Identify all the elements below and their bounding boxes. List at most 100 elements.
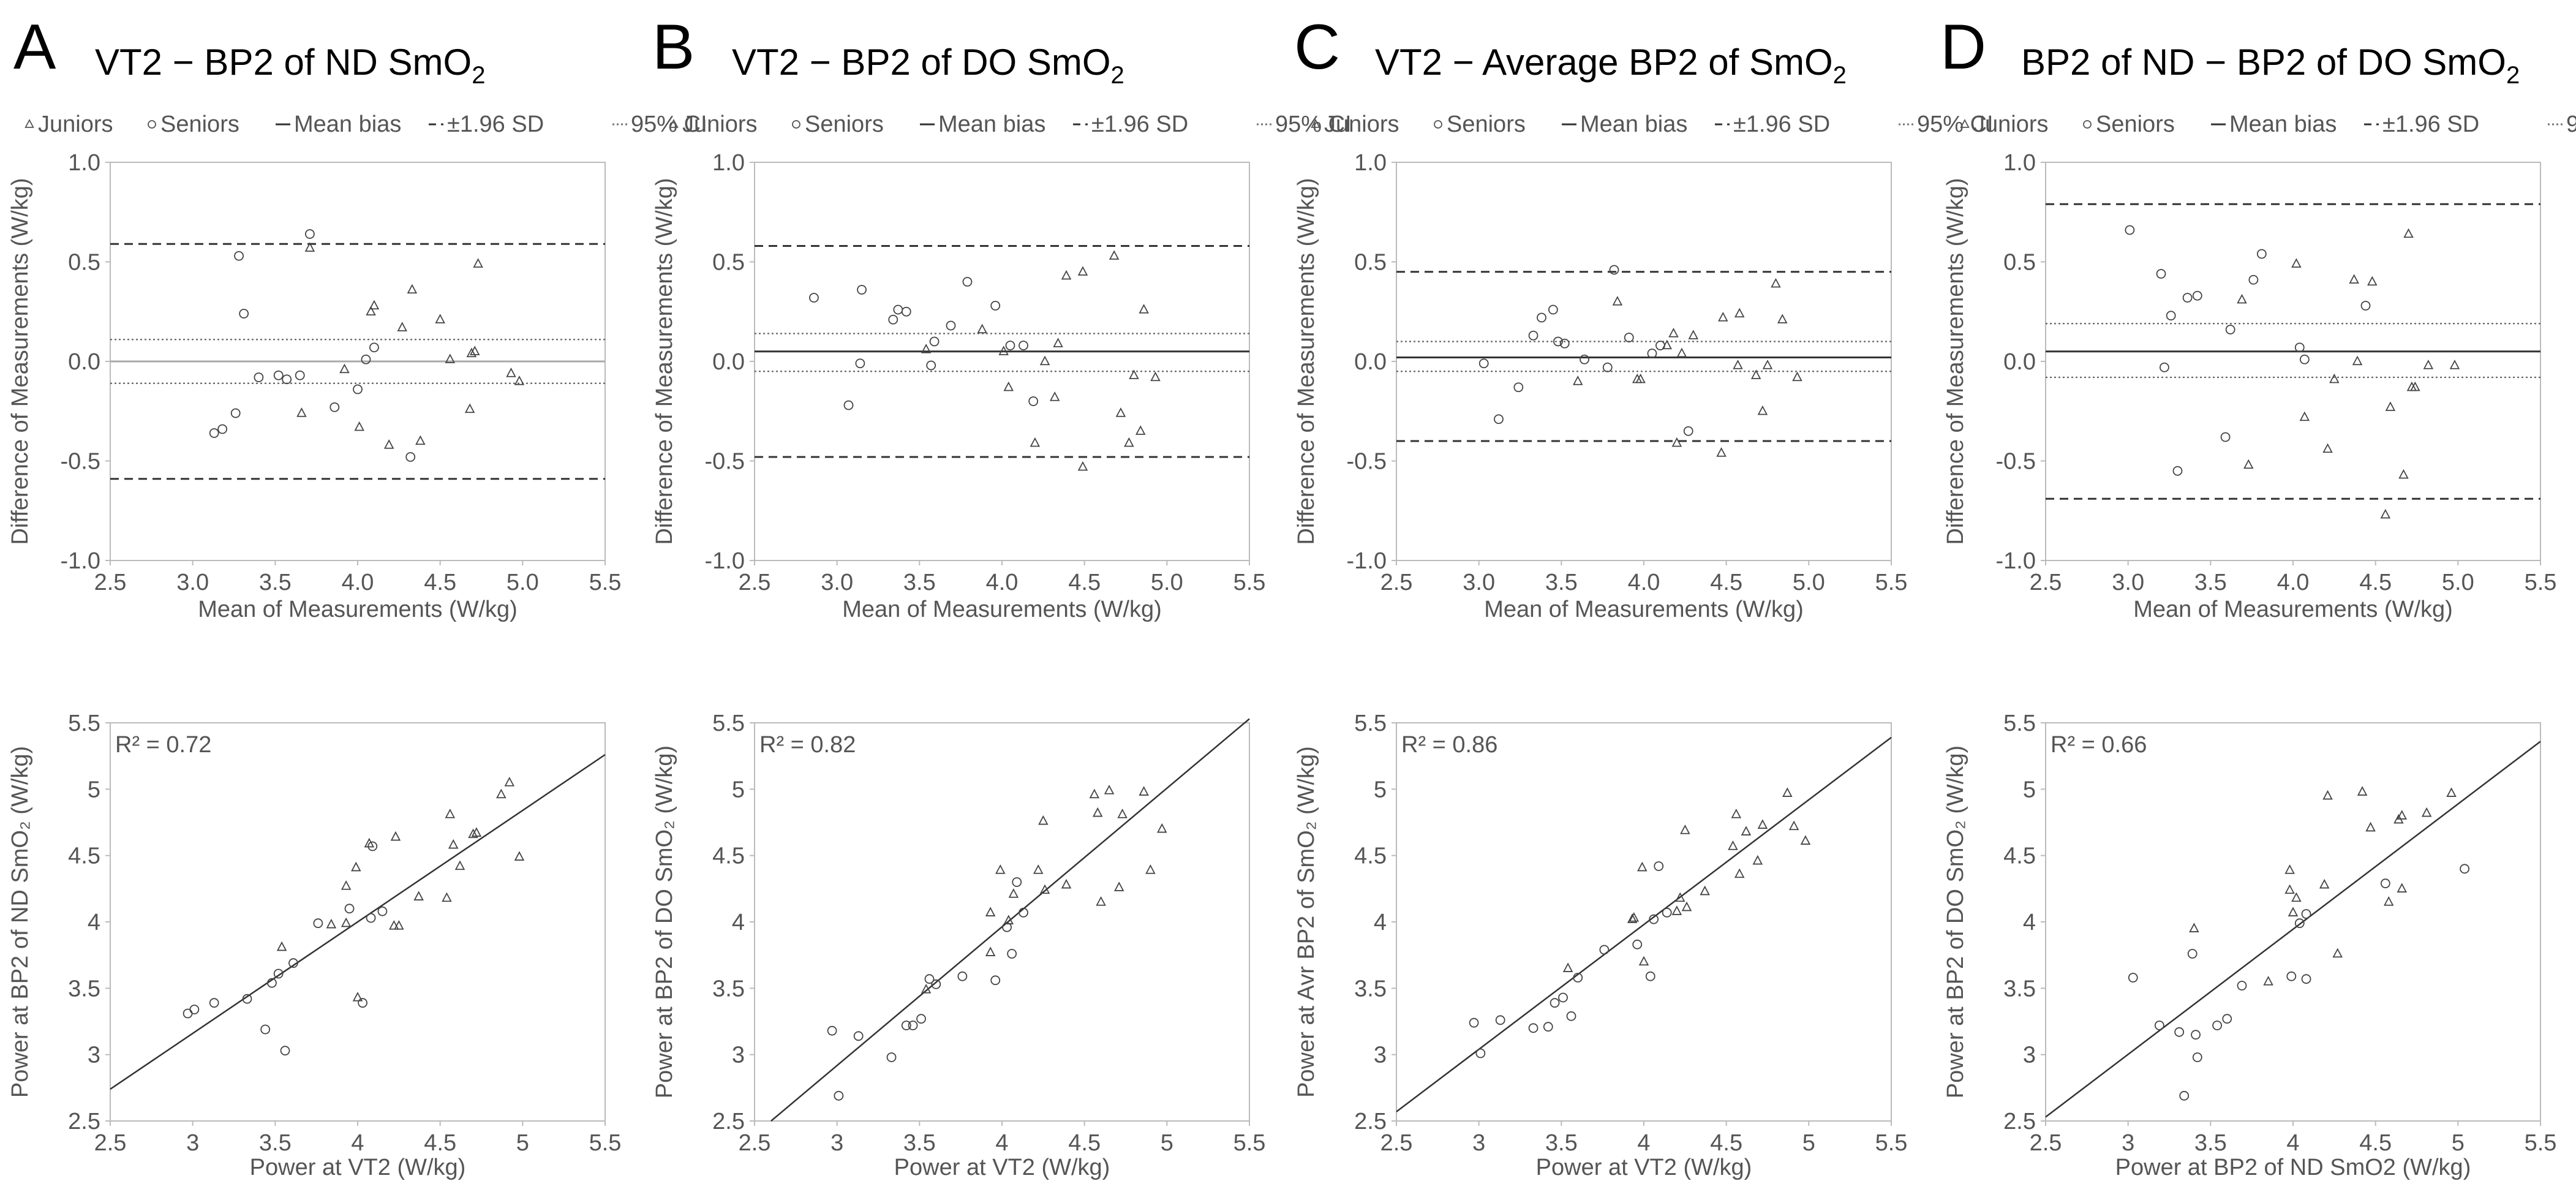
point-junior xyxy=(1030,437,1041,447)
legend-label: 95% CI xyxy=(1917,111,1994,137)
point-senior xyxy=(2174,1027,2185,1037)
point-senior xyxy=(2154,1021,2164,1030)
point-junior xyxy=(407,284,418,294)
point-senior xyxy=(893,304,903,315)
x-tick-label: 4.5 xyxy=(424,570,456,595)
x-tick-label: 2.5 xyxy=(94,1130,127,1156)
y-tick-label: 2.5 xyxy=(712,1109,745,1134)
point-junior xyxy=(1124,437,1134,447)
y-tick-label: 3.5 xyxy=(1354,976,1387,1002)
point-senior xyxy=(1624,333,1634,342)
point-junior xyxy=(2299,411,2310,421)
point-senior xyxy=(2166,311,2176,321)
point-senior xyxy=(1528,1023,1538,1033)
y-tick-label: -0.5 xyxy=(705,449,745,475)
point-senior xyxy=(367,841,378,851)
point-senior xyxy=(1649,914,1659,924)
plot-frame xyxy=(754,722,1250,1122)
point-senior xyxy=(405,452,416,462)
x-tick-label: 4.0 xyxy=(2277,570,2310,595)
point-senior xyxy=(2460,864,2470,874)
point-junior xyxy=(2365,821,2376,832)
point-junior xyxy=(1750,369,1761,379)
y-tick-label: 0.5 xyxy=(68,250,100,276)
chart-regression-b: 2.5 3 3.5 4 4.5 5 5.5 5.5 5 4.5 4 3.5 3 2.5 Power at V… xyxy=(652,711,1265,1180)
point-senior xyxy=(2225,325,2235,334)
point-junior xyxy=(2423,360,2434,369)
chart-bland-altman-c: 2.5 3.0 3.5 4.0 4.5 5.0 5.5 1.0 0.5 0.0 -0.5 -1.0 Me… xyxy=(1294,111,1994,622)
point-senior xyxy=(1632,939,1643,949)
point-junior xyxy=(1053,338,1063,347)
point-senior xyxy=(929,336,940,347)
x-tick-label: 4 xyxy=(995,1130,1008,1156)
y-tick-label: 4.5 xyxy=(68,843,100,869)
r-squared-label: R² = 0.86 xyxy=(1401,732,1497,758)
point-junior xyxy=(1109,250,1120,260)
point-senior xyxy=(1019,907,1028,918)
point-junior xyxy=(415,435,426,445)
x-tick-label: 4.5 xyxy=(2359,570,2392,595)
point-senior xyxy=(189,1005,200,1014)
point-senior xyxy=(1002,922,1012,932)
point-junior xyxy=(998,345,1009,355)
panel-title-d-sub: 2 xyxy=(2506,62,2520,89)
x-tick-label: 5 xyxy=(1802,1130,1815,1156)
point-senior xyxy=(267,978,277,988)
point-senior xyxy=(827,1025,837,1036)
point-junior xyxy=(1762,360,1773,369)
point-junior xyxy=(1676,347,1687,358)
legend-label: Mean bias xyxy=(938,111,1045,137)
legend-label: ±1.96 SD xyxy=(2382,111,2479,137)
panel-title-d: BP2 of ND − BP2 of DO SmO2 xyxy=(2021,42,2520,89)
point-junior xyxy=(1612,296,1623,306)
y-tick-label: 1.0 xyxy=(1354,150,1387,176)
legend-label: Mean bias xyxy=(294,111,401,137)
point-senior xyxy=(313,918,323,929)
point-junior xyxy=(1562,962,1573,972)
y-tick-label: 1.0 xyxy=(68,150,100,176)
x-tick-label: 5.5 xyxy=(1875,570,1908,595)
point-junior xyxy=(504,777,515,787)
x-tick-label: 2.5 xyxy=(2030,570,2062,595)
point-junior xyxy=(469,345,480,355)
point-junior xyxy=(2291,258,2302,268)
point-junior xyxy=(1157,823,1167,833)
x-tick-label: 5.5 xyxy=(1233,1130,1266,1156)
point-junior xyxy=(921,984,932,994)
y-tick-label: 3 xyxy=(2023,1043,2036,1068)
x-tick-label: 4.5 xyxy=(1068,1130,1101,1156)
point-junior xyxy=(1104,785,1115,794)
point-junior xyxy=(1039,355,1050,366)
x-tick-label: 5.0 xyxy=(1793,570,1825,595)
point-junior xyxy=(1734,868,1745,878)
x-tick-label: 5.5 xyxy=(1875,1130,1908,1156)
point-junior xyxy=(2291,892,2302,902)
point-junior xyxy=(1135,425,1146,435)
point-senior xyxy=(239,309,249,319)
legend-circle-icon xyxy=(1434,120,1442,129)
point-senior xyxy=(2256,249,2267,259)
point-junior xyxy=(1096,896,1106,906)
y-tick-label: 4 xyxy=(2023,910,2036,935)
point-senior xyxy=(857,285,867,295)
point-junior xyxy=(2367,276,2378,286)
point-junior xyxy=(921,344,932,353)
y-axis-label: Power at BP2 of ND SmO₂ (W/kg) xyxy=(7,746,33,1098)
point-senior xyxy=(1559,338,1570,349)
point-senior xyxy=(288,958,298,968)
legend-triangle-icon xyxy=(24,119,34,128)
point-junior xyxy=(1089,788,1100,799)
x-tick-label: 2.5 xyxy=(739,1130,771,1156)
y-tick-label: 2.5 xyxy=(2003,1109,2036,1134)
point-senior xyxy=(1494,414,1504,425)
panel-title-a-main: VT2 − BP2 of ND SmO xyxy=(95,42,472,83)
legend-label: Juniors xyxy=(682,111,758,137)
point-senior xyxy=(2128,973,2138,983)
x-tick-label: 5.0 xyxy=(2442,570,2474,595)
point-junior xyxy=(1700,885,1710,896)
x-tick-label: 4.0 xyxy=(342,570,374,595)
point-senior xyxy=(888,314,898,325)
legend-triangle-icon xyxy=(669,119,679,128)
